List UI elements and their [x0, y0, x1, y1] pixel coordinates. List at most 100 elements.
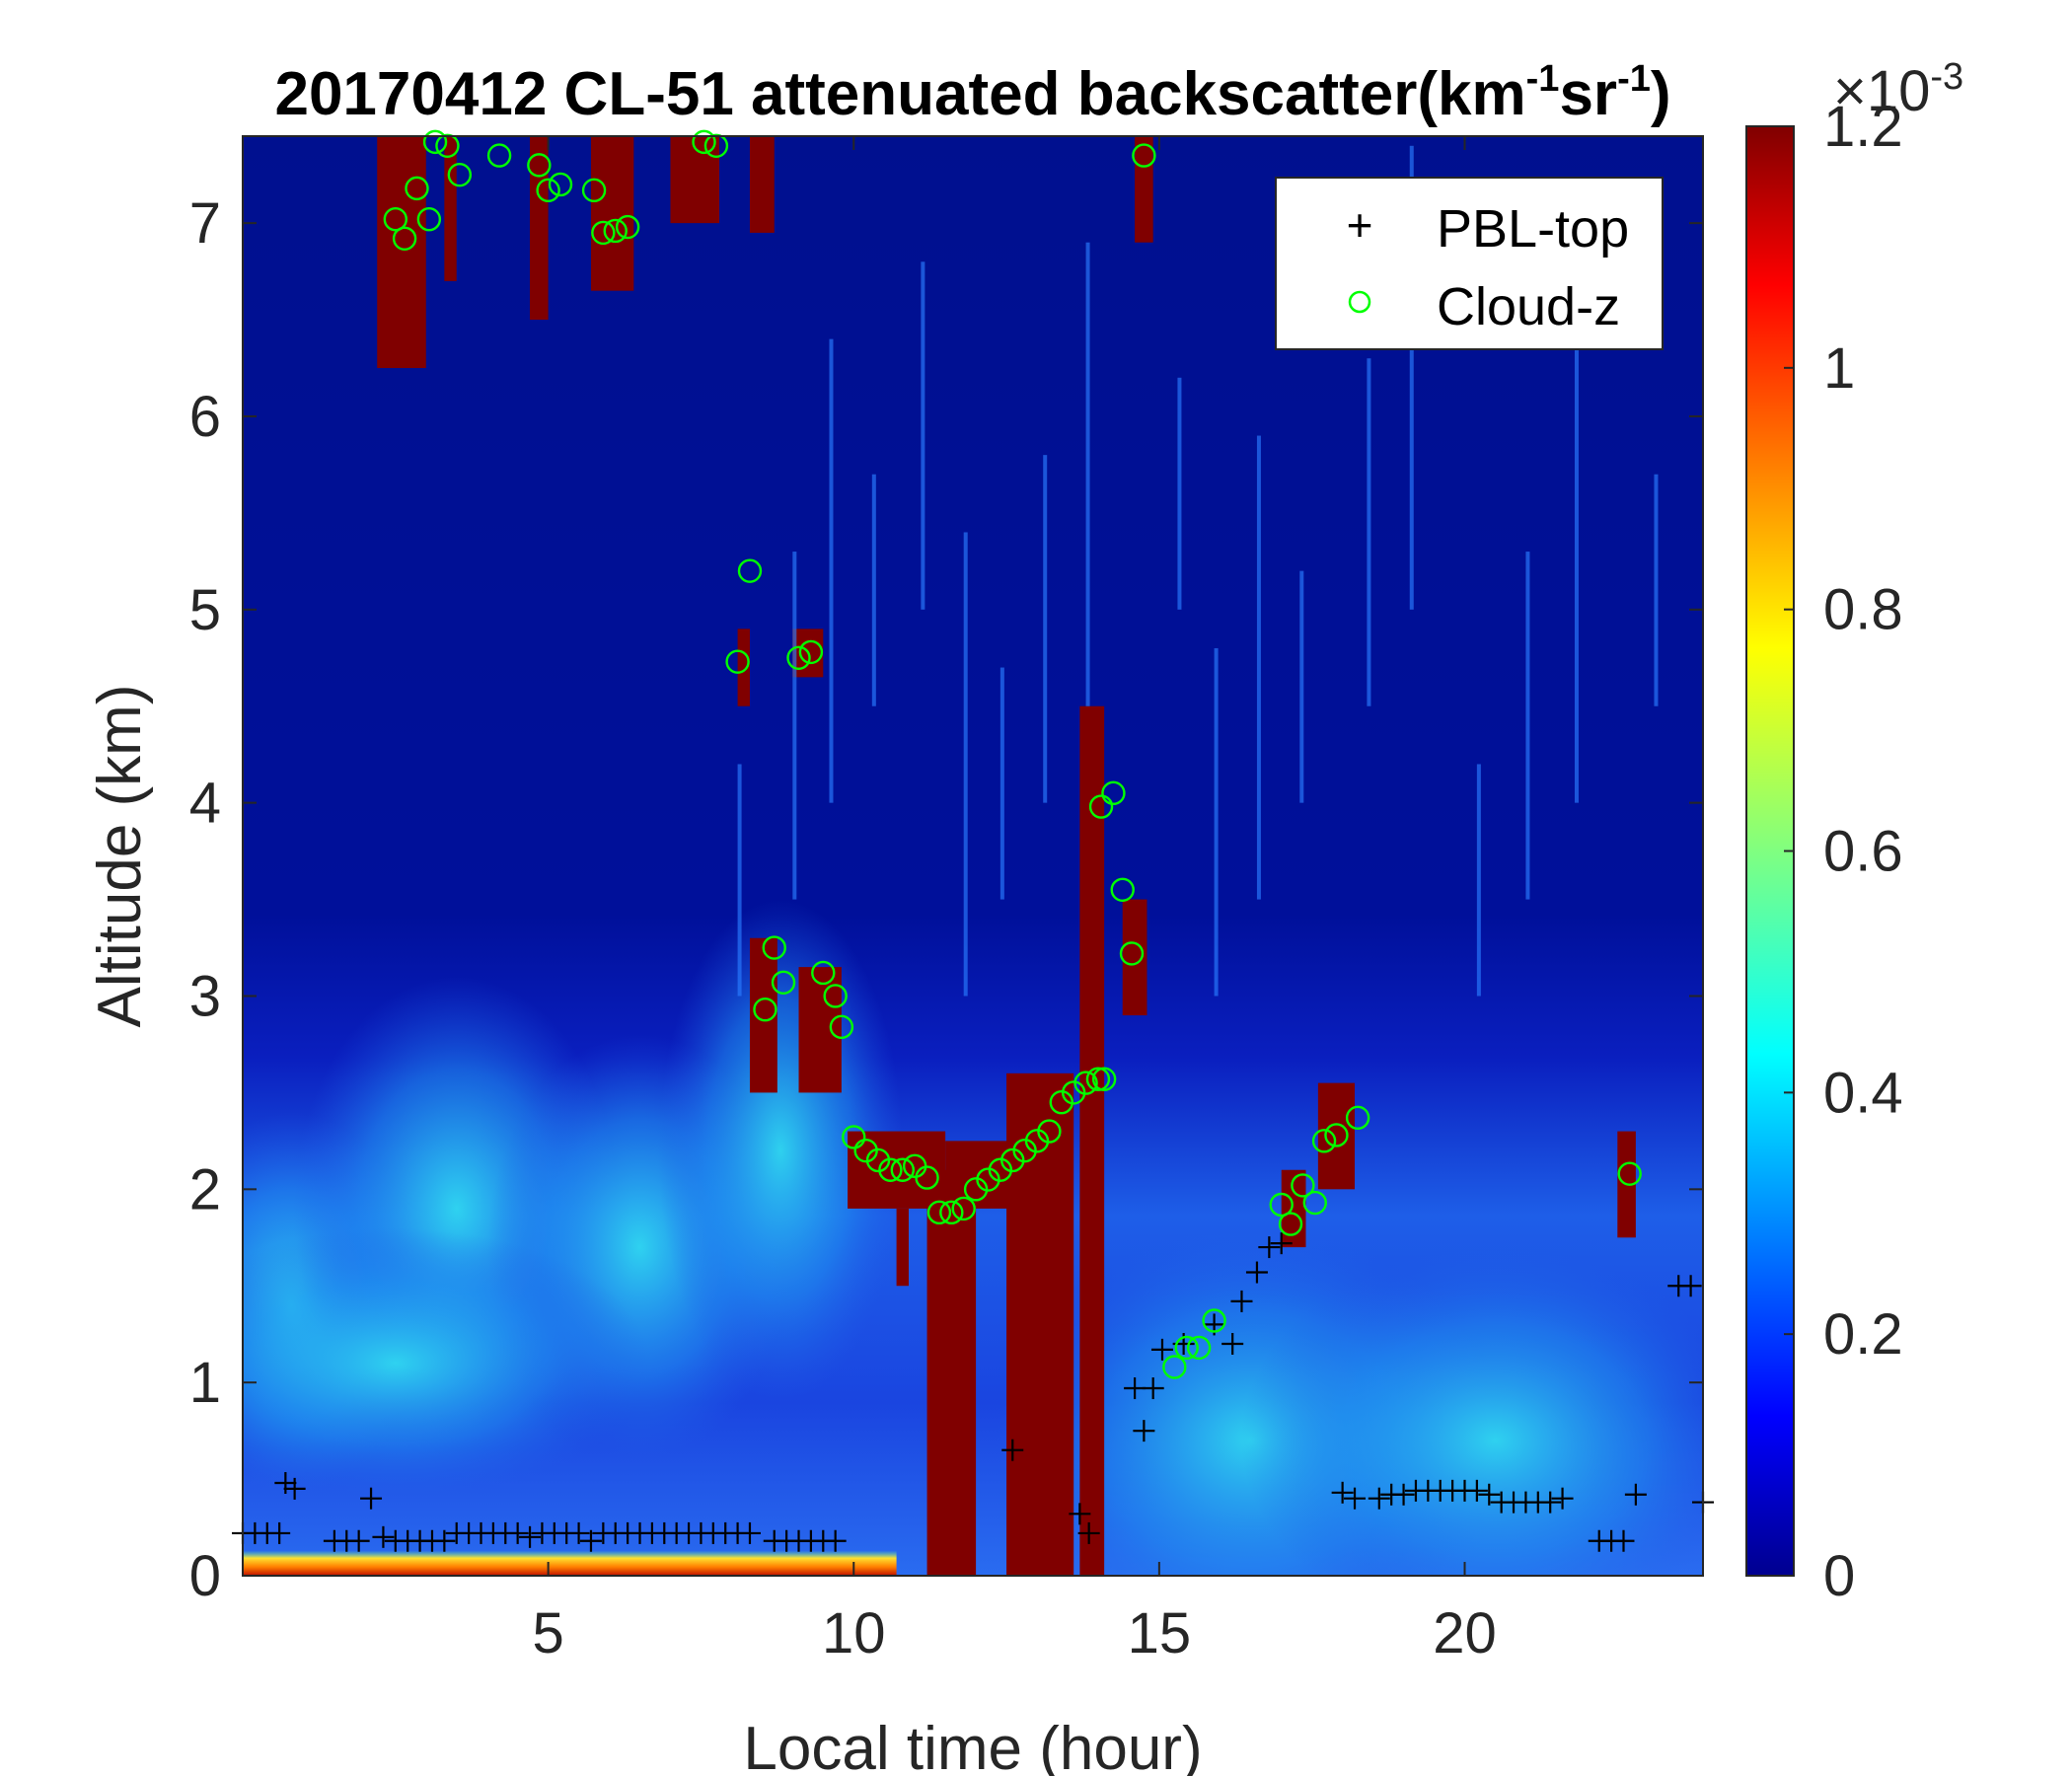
pbl-top-point — [1624, 1483, 1647, 1506]
cloud-block — [737, 629, 750, 706]
legend-label-cloud: Cloud-z — [1437, 277, 1620, 336]
cloud-z-point — [1278, 1212, 1303, 1236]
cloud-z-point — [890, 1157, 915, 1182]
cloud-z-point — [1132, 143, 1156, 168]
cloud-z-point — [447, 162, 473, 187]
colorbar-tick-label: 1 — [1823, 336, 1855, 401]
cloud-z-point — [486, 143, 512, 168]
y-tick-label: 5 — [189, 578, 221, 642]
y-tick-label: 7 — [189, 191, 221, 256]
legend: + PBL-top Cloud-z — [1275, 177, 1664, 350]
pbl-top-point — [372, 1525, 395, 1548]
cloud-block — [749, 136, 775, 233]
surface-layer — [243, 1550, 897, 1576]
cloud-block — [377, 136, 426, 369]
cloud-block — [530, 136, 549, 321]
pbl-top-point — [1478, 1483, 1501, 1506]
cloud-z-point — [581, 178, 607, 203]
legend-marker-pbl: + — [1347, 199, 1373, 251]
cloud-z-point — [603, 218, 628, 244]
backscatter-streak — [1214, 647, 1219, 997]
backscatter-streak — [1367, 358, 1371, 706]
cloud-z-point — [1345, 1105, 1370, 1131]
cloud-z-point — [1291, 1173, 1315, 1198]
pbl-top-point — [433, 1529, 456, 1552]
cloud-z-point — [1311, 1129, 1337, 1153]
cloud-z-point — [771, 970, 796, 995]
cloud-z-point — [615, 214, 640, 240]
cloud-z-point — [548, 172, 573, 197]
colorbar-tick-label: 0.2 — [1823, 1302, 1903, 1367]
cloud-z-point — [1269, 1192, 1294, 1218]
pbl-top-point — [1344, 1487, 1367, 1510]
pbl-top-point — [579, 1529, 602, 1552]
cloud-block — [1079, 705, 1105, 1576]
pbl-top-point — [1150, 1338, 1173, 1361]
pbl-top-point — [1124, 1377, 1147, 1400]
pbl-top-point — [1368, 1487, 1390, 1510]
y-tick-label: 6 — [189, 385, 221, 449]
x-tick-label: 15 — [1128, 1601, 1192, 1665]
cloud-z-point — [1088, 794, 1114, 819]
colorbar-tick-label: 0.4 — [1823, 1061, 1903, 1125]
cloud-block — [444, 136, 457, 281]
backscatter-streak — [1574, 338, 1579, 803]
cloud-z-point — [383, 207, 408, 232]
cloud-z-point — [725, 649, 750, 674]
plot-frame — [242, 135, 1704, 1577]
backscatter-streak — [1476, 764, 1481, 997]
backscatter-streak — [1085, 242, 1090, 706]
cloud-z-point — [786, 645, 811, 670]
backscatter-streak — [737, 764, 742, 997]
cloud-z-point — [1091, 1067, 1117, 1091]
cloud-z-point — [823, 984, 848, 1008]
cloud-z-point — [1202, 1308, 1226, 1333]
cloud-z-point — [1186, 1335, 1212, 1361]
cloud-z-point — [422, 129, 448, 155]
cloud-z-point — [842, 1125, 866, 1149]
cloud-z-point — [416, 207, 442, 232]
cloud-block — [1006, 1073, 1074, 1576]
x-tick-label: 5 — [532, 1601, 563, 1665]
pbl-top-point — [1221, 1332, 1244, 1355]
x-axis-ticks: 5 10 15 20 — [532, 136, 1497, 1665]
legend-box — [1275, 177, 1664, 350]
aerosol-layer — [1240, 1247, 1703, 1576]
cloud-z-point — [1085, 1067, 1111, 1091]
pbl-top-point — [268, 1521, 291, 1544]
x-tick-label: 20 — [1433, 1601, 1497, 1665]
cloud-z-point — [591, 220, 616, 246]
y-axis-ticks: 0 1 2 3 4 5 6 7 — [189, 191, 1703, 1608]
pbl-top-point — [506, 1521, 529, 1544]
pbl-top-point — [1551, 1487, 1574, 1510]
cloud-block — [749, 937, 777, 1093]
backscatter-streak — [1177, 377, 1182, 610]
y-axis-label: Altitude (km) — [86, 685, 154, 1028]
backscatter-streak — [921, 261, 925, 610]
backscatter-streak — [1256, 435, 1261, 900]
chart-title: 20170412 CL-51 attenuated backscatter(km… — [274, 58, 1670, 128]
pbl-top-point — [1539, 1491, 1562, 1514]
pbl-top-point — [1612, 1529, 1635, 1552]
backscatter-streak — [963, 532, 968, 997]
x-tick-label: 10 — [822, 1601, 886, 1665]
legend-marker-cloud — [1348, 290, 1371, 314]
pbl-top-point — [1001, 1439, 1024, 1461]
pbl-top-point — [1077, 1521, 1100, 1544]
backscatter-streak — [1525, 552, 1530, 900]
cloud-z-point — [692, 129, 716, 155]
pbl-top-point — [1465, 1479, 1488, 1502]
backscatter-streak — [829, 338, 834, 803]
cloud-z-point — [1037, 1119, 1062, 1144]
cloud-z-point — [405, 176, 429, 201]
pbl-top-point — [519, 1525, 542, 1548]
backscatter-streak — [792, 552, 797, 900]
pbl-top-point — [567, 1521, 590, 1544]
y-tick-label: 2 — [189, 1157, 221, 1221]
cloud-block — [1317, 1082, 1356, 1190]
series-markers — [232, 129, 1714, 1552]
cloud-z-point — [811, 960, 836, 986]
cloud-z-point — [527, 153, 552, 178]
cloud-z-point — [798, 639, 824, 665]
